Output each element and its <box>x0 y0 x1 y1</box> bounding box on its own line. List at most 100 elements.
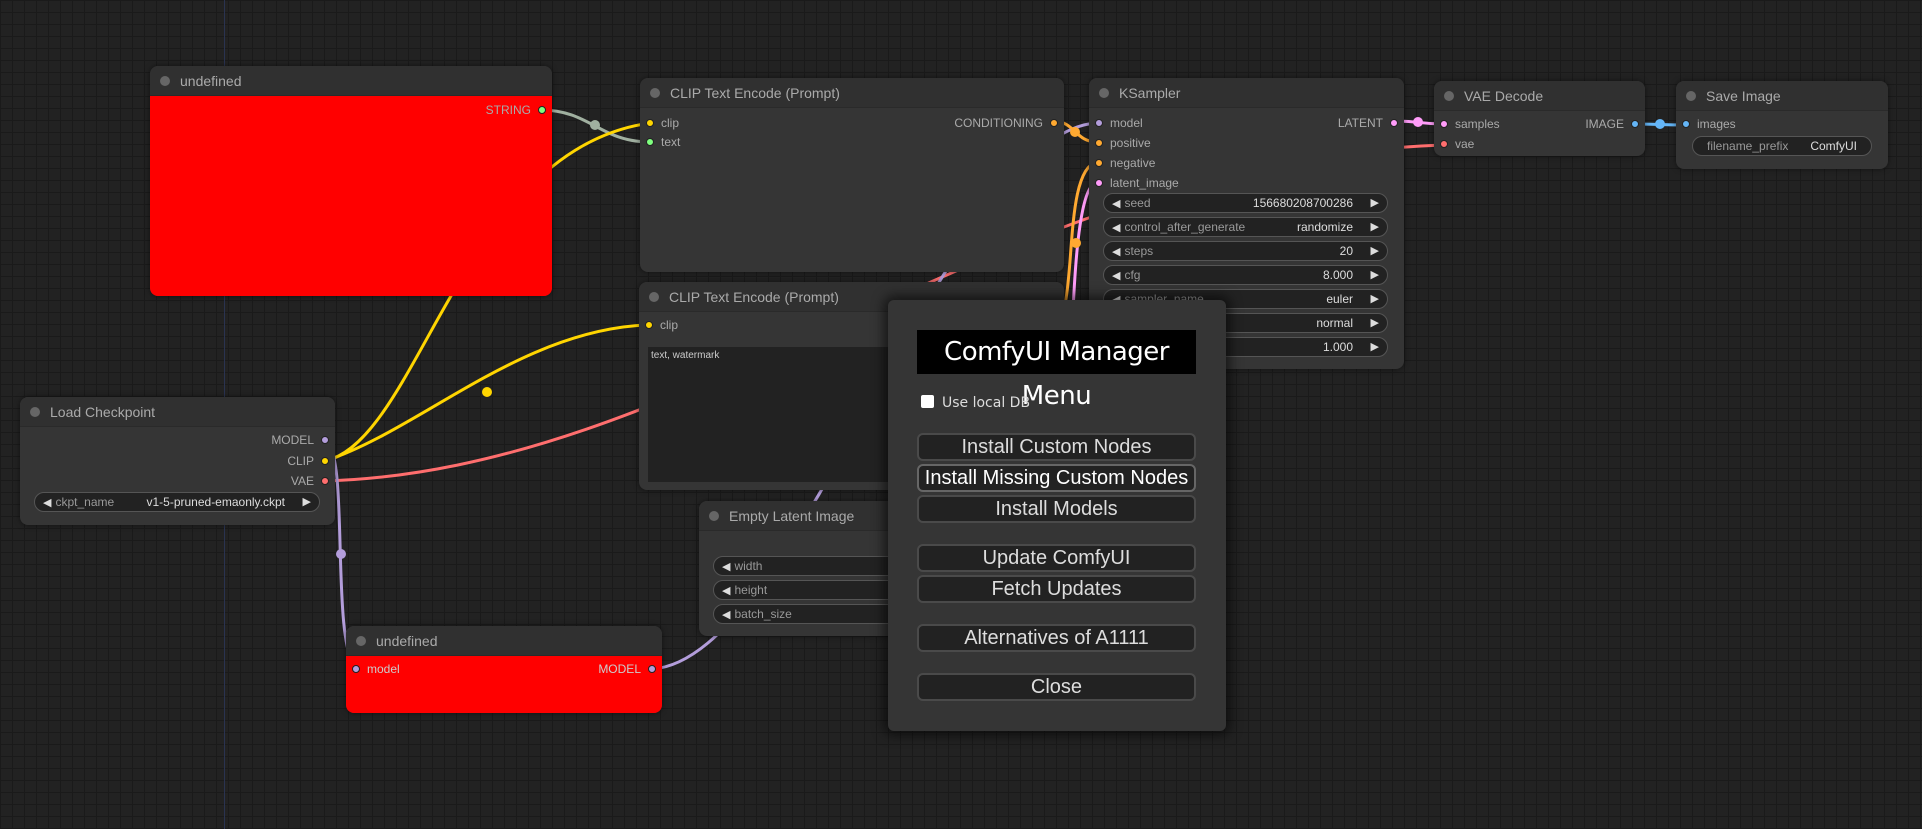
output-string[interactable]: STRING <box>486 102 546 118</box>
install-models-button[interactable]: Install Models <box>917 495 1196 523</box>
slot-dot-icon[interactable] <box>1050 118 1058 127</box>
slot-dot-icon[interactable] <box>1631 119 1639 128</box>
link-midpoint <box>336 549 346 559</box>
input-model[interactable]: model <box>1095 115 1143 131</box>
widget-value: randomize <box>1296 220 1353 234</box>
increment-arrow-icon[interactable]: ▶ <box>1370 293 1379 305</box>
increment-arrow-icon[interactable]: ▶ <box>1370 317 1379 329</box>
node-header[interactable]: KSampler <box>1089 78 1404 108</box>
decrement-arrow-icon[interactable]: ◀ <box>1112 270 1121 282</box>
output-latent[interactable]: LATENT <box>1338 115 1398 131</box>
node-vae-decode[interactable]: VAE Decode samples vae IMAGE <box>1434 81 1645 156</box>
widget-steps[interactable]: ◀ steps 20 ▶ <box>1103 241 1388 261</box>
collapse-dot-icon[interactable] <box>709 511 719 521</box>
slot-dot-icon[interactable] <box>645 320 653 329</box>
collapse-dot-icon[interactable] <box>356 636 366 646</box>
slot-dot-icon[interactable] <box>321 435 329 444</box>
slot-dot-icon[interactable] <box>646 118 654 127</box>
input-latent-image[interactable]: latent_image <box>1095 175 1179 191</box>
slot-label: positive <box>1110 136 1151 150</box>
widget-value: 156680208700286 <box>1252 196 1353 210</box>
collapse-dot-icon[interactable] <box>160 76 170 86</box>
node-header[interactable]: CLIP Text Encode (Prompt) <box>640 78 1064 108</box>
output-clip[interactable]: CLIP <box>287 453 329 469</box>
output-image[interactable]: IMAGE <box>1585 116 1639 132</box>
slot-dot-icon[interactable] <box>538 105 546 114</box>
node-header[interactable]: undefined <box>150 66 552 96</box>
slot-dot-icon[interactable] <box>1390 118 1398 127</box>
install-custom-nodes-button[interactable]: Install Custom Nodes <box>917 433 1196 461</box>
link-midpoint <box>590 120 600 130</box>
output-vae[interactable]: VAE <box>291 473 329 489</box>
decrement-arrow-icon[interactable]: ◀ <box>722 609 731 621</box>
alternatives-a1111-button[interactable]: Alternatives of A1111 <box>917 624 1196 652</box>
slot-label: vae <box>1455 137 1475 151</box>
install-missing-custom-nodes-button[interactable]: Install Missing Custom Nodes <box>917 464 1196 492</box>
node-title: undefined <box>376 633 438 649</box>
slot-dot-icon[interactable] <box>1095 118 1103 127</box>
input-images[interactable]: images <box>1682 116 1736 132</box>
decrement-arrow-icon[interactable]: ◀ <box>722 561 731 573</box>
increment-arrow-icon[interactable]: ▶ <box>1370 221 1379 233</box>
output-model[interactable]: MODEL <box>598 661 656 677</box>
fetch-updates-button[interactable]: Fetch Updates <box>917 575 1196 603</box>
widget-value: 8.000 <box>1322 268 1353 282</box>
slot-dot-icon[interactable] <box>1095 158 1103 167</box>
input-model[interactable]: model <box>352 661 400 677</box>
node-load-checkpoint[interactable]: Load Checkpoint MODEL CLIP VAE ◀ ckpt_nam… <box>20 397 335 525</box>
increment-arrow-icon[interactable]: ▶ <box>1370 269 1379 281</box>
collapse-dot-icon[interactable] <box>1099 88 1109 98</box>
slot-dot-icon[interactable] <box>1095 178 1103 187</box>
node-header[interactable]: undefined <box>346 626 662 656</box>
widget-filename-prefix[interactable]: filename_prefix ComfyUI <box>1692 136 1872 156</box>
decrement-arrow-icon[interactable]: ◀ <box>1112 198 1121 210</box>
node-header[interactable]: VAE Decode <box>1434 81 1645 111</box>
widget-cfg[interactable]: ◀ cfg 8.000 ▶ <box>1103 265 1388 285</box>
increment-arrow-icon[interactable]: ▶ <box>302 496 311 508</box>
node-save-image[interactable]: Save Image images filename_prefix ComfyUI <box>1676 81 1888 169</box>
widget-label: seed <box>1124 196 1151 210</box>
widget-seed[interactable]: ◀ seed 156680208700286 ▶ <box>1103 193 1388 213</box>
decrement-arrow-icon[interactable]: ◀ <box>722 585 731 597</box>
collapse-dot-icon[interactable] <box>30 407 40 417</box>
node-clip-text-encode-1[interactable]: CLIP Text Encode (Prompt) clip text COND… <box>640 78 1064 272</box>
increment-arrow-icon[interactable]: ▶ <box>1370 197 1379 209</box>
slot-dot-icon[interactable] <box>646 137 654 146</box>
decrement-arrow-icon[interactable]: ◀ <box>1112 222 1121 234</box>
update-comfyui-button[interactable]: Update ComfyUI <box>917 544 1196 572</box>
widget-ckpt-name[interactable]: ◀ ckpt_name v1-5-pruned-emaonly.ckpt ▶ <box>34 492 320 512</box>
increment-arrow-icon[interactable]: ▶ <box>1370 245 1379 257</box>
input-negative[interactable]: negative <box>1095 155 1155 171</box>
output-conditioning[interactable]: CONDITIONING <box>954 115 1058 131</box>
slot-dot-icon[interactable] <box>648 664 656 673</box>
checkbox-icon[interactable] <box>921 395 934 408</box>
decrement-arrow-icon[interactable]: ◀ <box>43 497 52 509</box>
close-button[interactable]: Close <box>917 673 1196 701</box>
slot-dot-icon[interactable] <box>1440 119 1448 128</box>
use-local-db-checkbox[interactable]: Use local DB <box>921 395 1030 411</box>
collapse-dot-icon[interactable] <box>1686 91 1696 101</box>
node-header[interactable]: Save Image <box>1676 81 1888 111</box>
slot-dot-icon[interactable] <box>321 476 329 485</box>
decrement-arrow-icon[interactable]: ◀ <box>1112 246 1121 258</box>
collapse-dot-icon[interactable] <box>650 88 660 98</box>
collapse-dot-icon[interactable] <box>1444 91 1454 101</box>
input-samples[interactable]: samples <box>1440 116 1500 132</box>
node-undefined-top[interactable]: undefined STRING <box>150 66 552 296</box>
increment-arrow-icon[interactable]: ▶ <box>1370 341 1379 353</box>
output-model[interactable]: MODEL <box>271 432 329 448</box>
input-clip[interactable]: clip <box>646 115 679 131</box>
slot-dot-icon[interactable] <box>1095 138 1103 147</box>
slot-dot-icon[interactable] <box>352 664 360 673</box>
input-clip[interactable]: clip <box>645 317 678 333</box>
input-text[interactable]: text <box>646 134 680 150</box>
collapse-dot-icon[interactable] <box>649 292 659 302</box>
node-undefined-bottom[interactable]: undefined model MODEL <box>346 626 662 713</box>
input-vae[interactable]: vae <box>1440 136 1474 152</box>
input-positive[interactable]: positive <box>1095 135 1151 151</box>
widget-control-after-generate[interactable]: ◀ control_after_generate randomize ▶ <box>1103 217 1388 237</box>
slot-dot-icon[interactable] <box>321 456 329 465</box>
slot-dot-icon[interactable] <box>1682 119 1690 128</box>
slot-dot-icon[interactable] <box>1440 139 1448 148</box>
node-header[interactable]: Load Checkpoint <box>20 397 335 427</box>
